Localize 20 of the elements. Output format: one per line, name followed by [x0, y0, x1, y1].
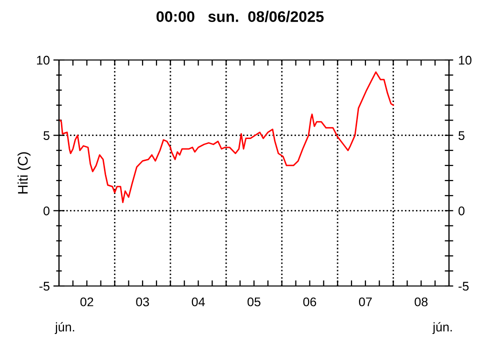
y-tick-label: 10	[37, 56, 50, 65]
y-tick-label: 5	[44, 131, 50, 140]
chart-title: 00:00 sun. 08/06/2025	[156, 10, 324, 22]
y2-tick-label: 10	[458, 56, 472, 65]
text: jún.	[54, 322, 74, 334]
x-tick-label: 02	[80, 297, 94, 306]
x-tick-label: 08	[414, 297, 428, 306]
x-tick-label: 04	[192, 297, 205, 306]
y-tick-label: 0	[44, 206, 50, 216]
x-tick-label: 03	[136, 297, 149, 306]
y2-tick-label: -5	[458, 282, 469, 291]
line-series	[59, 71, 394, 204]
y-axis-title: Hiti (C)	[18, 152, 31, 194]
x-tick-label: 06	[303, 297, 316, 306]
y2-tick-label: 0	[458, 206, 464, 216]
x-tick-label: 07	[358, 297, 372, 306]
y2-tick-label: 5	[458, 131, 464, 140]
y-tick-label: -5	[39, 282, 50, 291]
x-tick-label: 05	[248, 297, 260, 306]
text: jún.	[432, 322, 452, 334]
